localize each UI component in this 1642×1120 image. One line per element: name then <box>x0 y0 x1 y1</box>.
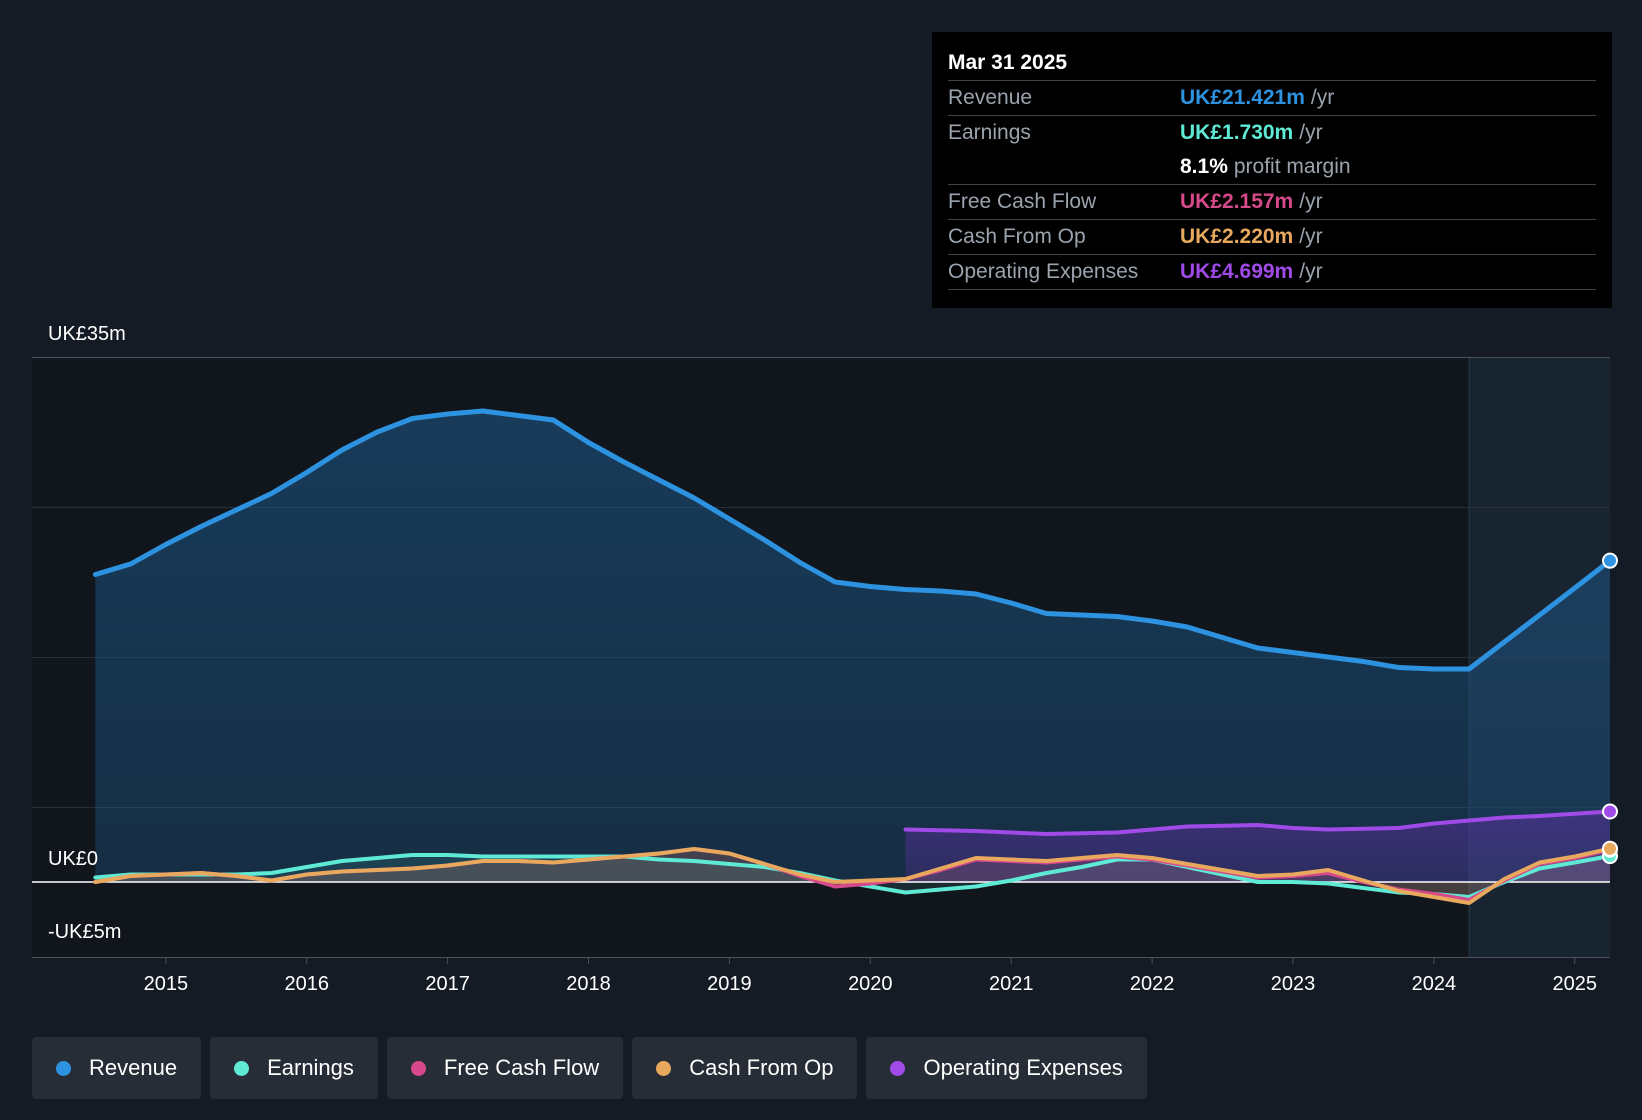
legend-label: Earnings <box>267 1055 354 1080</box>
tooltip-row-opex: Operating Expenses UK£4.699m /yr <box>948 255 1596 290</box>
tooltip-unit: profit margin <box>1233 155 1351 178</box>
tooltip-row-revenue: Revenue UK£21.421m /yr <box>948 81 1596 116</box>
tooltip-row-cfo: Cash From Op UK£2.220m /yr <box>948 220 1596 255</box>
legend: Revenue Earnings Free Cash Flow Cash Fro… <box>32 1037 1147 1099</box>
tooltip-unit: /yr <box>1299 260 1323 283</box>
legend-item-free-cash-flow[interactable]: Free Cash Flow <box>386 1037 624 1099</box>
legend-item-revenue[interactable]: Revenue <box>32 1037 202 1099</box>
tooltip-row-earnings: Earnings UK£1.730m /yr <box>948 116 1596 150</box>
cash-from-op-end-point <box>1602 840 1618 857</box>
earnings-area <box>95 855 1610 897</box>
tooltip-value: UK£2.220m <box>1180 225 1294 248</box>
x-tick-label: 2019 <box>707 973 752 995</box>
y-tick-label: -UK£5m <box>48 921 122 943</box>
tooltip-label: Earnings <box>948 121 1031 144</box>
tooltip-value: UK£2.157m <box>1180 190 1294 213</box>
tooltip-row-margin: 8.1% profit margin <box>948 150 1596 185</box>
legend-item-operating-expenses[interactable]: Operating Expenses <box>866 1037 1147 1099</box>
x-tick-label: 2022 <box>1130 973 1175 995</box>
tooltip-value: UK£1.730m <box>1180 121 1294 144</box>
free-cash-flow-dot-icon <box>410 1060 426 1076</box>
tooltip-row-fcf: Free Cash Flow UK£2.157m /yr <box>948 185 1596 220</box>
tooltip-value: 8.1% <box>1180 155 1228 178</box>
x-tick-label: 2020 <box>848 973 893 995</box>
operating-expenses-area <box>905 811 1610 882</box>
x-tick-label: 2024 <box>1412 973 1457 995</box>
tooltip-label: Cash From Op <box>948 225 1086 248</box>
legend-label: Cash From Op <box>689 1055 834 1080</box>
tooltip-unit: /yr <box>1310 86 1335 109</box>
tooltip-unit: /yr <box>1299 121 1323 144</box>
cash-from-op-dot-icon <box>656 1060 672 1076</box>
tooltip-label: Operating Expenses <box>948 260 1139 283</box>
earnings-dot-icon <box>234 1060 250 1076</box>
legend-label: Revenue <box>89 1055 178 1080</box>
x-tick-label: 2016 <box>284 973 329 995</box>
revenue-area <box>95 411 1610 882</box>
tooltip-label: Free Cash Flow <box>948 190 1097 213</box>
y-tick-label: UK£0 <box>48 848 99 870</box>
y-tick-label: UK£35m <box>48 323 126 345</box>
revenue-dot-icon <box>56 1060 71 1076</box>
tooltip-label: Revenue <box>948 86 1033 109</box>
operating-expenses-dot-icon <box>890 1060 906 1076</box>
cash-from-op-line <box>93 846 1612 905</box>
tooltip-label <box>948 150 1180 184</box>
tooltip-panel: Mar 31 2025 Revenue UK£21.421m /yr Earni… <box>932 32 1612 308</box>
revenue-end-point <box>1602 552 1618 569</box>
legend-item-cash-from-op[interactable]: Cash From Op <box>632 1037 858 1099</box>
x-tick-label: 2025 <box>1553 973 1598 995</box>
x-tick-label: 2021 <box>989 973 1034 995</box>
x-tick-label: 2018 <box>566 973 611 995</box>
legend-label: Free Cash Flow <box>443 1055 600 1080</box>
tooltip-value: UK£21.421m <box>1180 86 1305 109</box>
revenue-line <box>92 408 1613 672</box>
operating-expenses-end-point <box>1602 803 1618 820</box>
tooltip-unit: /yr <box>1299 190 1323 213</box>
legend-label: Operating Expenses <box>923 1055 1123 1080</box>
operating-expenses-line <box>903 809 1612 836</box>
x-tick-label: 2017 <box>425 973 470 995</box>
x-tick-label: 2023 <box>1271 973 1316 995</box>
tooltip-date: Mar 31 2025 <box>948 46 1596 81</box>
tooltip-unit: /yr <box>1299 225 1323 248</box>
x-tick-label: 2015 <box>144 973 189 995</box>
legend-item-earnings[interactable]: Earnings <box>210 1037 378 1099</box>
tooltip-value: UK£4.699m <box>1180 260 1294 283</box>
